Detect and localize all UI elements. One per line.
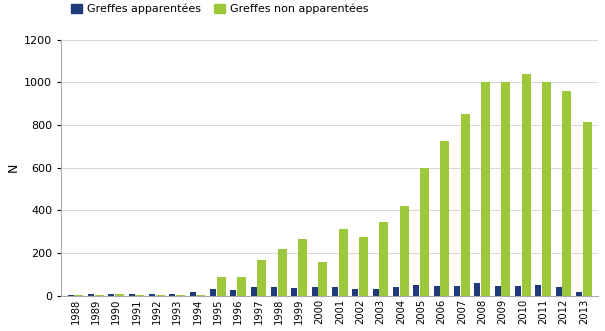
Bar [291,288,297,296]
Bar [515,286,521,296]
Bar [562,91,571,296]
Bar [434,286,440,296]
Bar [413,285,419,296]
Bar [318,261,327,296]
Bar [176,295,185,296]
Bar [332,287,338,296]
Bar [583,122,592,296]
Bar [169,294,175,296]
Bar [155,295,165,296]
Bar [210,289,216,296]
Bar [237,277,246,296]
Bar [231,290,237,296]
Bar [250,287,257,296]
Bar [352,289,358,296]
Bar [576,292,582,296]
Bar [312,287,318,296]
Bar [542,82,551,296]
Bar [298,239,307,296]
Bar [88,294,94,296]
Bar [129,295,135,296]
Bar [74,295,83,296]
Bar [379,222,388,296]
Bar [420,168,429,296]
Bar [217,277,226,296]
Bar [149,295,155,296]
Bar [257,260,266,296]
Bar [115,295,124,296]
Bar [189,292,195,296]
Bar [474,283,480,296]
Bar [373,289,379,296]
Bar [440,141,450,296]
Bar [94,295,104,296]
Bar [522,74,531,296]
Y-axis label: N: N [7,163,20,172]
Bar [196,295,206,296]
Bar [400,206,409,296]
Legend: Greffes apparentées, Greffes non apparentées: Greffes apparentées, Greffes non apparen… [67,0,373,19]
Bar [359,237,368,296]
Bar [494,286,501,296]
Bar [454,286,460,296]
Bar [108,294,114,296]
Bar [278,249,287,296]
Bar [339,229,348,296]
Bar [460,115,469,296]
Bar [555,287,561,296]
Bar [535,285,541,296]
Bar [136,295,145,296]
Bar [68,295,74,296]
Bar [502,82,511,296]
Bar [481,82,490,296]
Bar [393,287,399,296]
Bar [271,287,277,296]
